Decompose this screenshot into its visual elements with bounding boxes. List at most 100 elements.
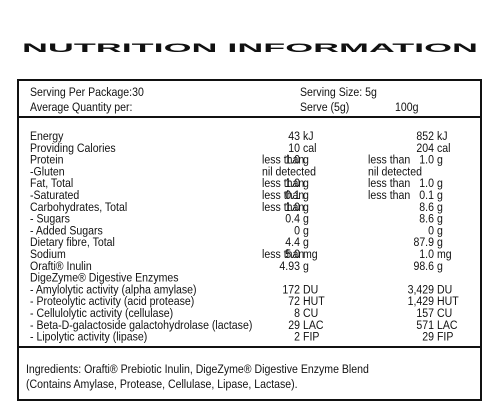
cell-value: 2 <box>294 331 300 344</box>
cell-value: 98.6 <box>413 260 434 273</box>
cell-value: 5.0 <box>285 248 300 261</box>
cell-value: 8.6 <box>419 201 434 214</box>
cell-value: 0 <box>294 225 300 238</box>
ingredients-line: (Contains Amylase, Protease, Cellulase, … <box>26 378 298 391</box>
row-name: Fat, Total <box>30 178 73 191</box>
cell-value: 204 <box>416 142 434 155</box>
cell-unit: g <box>303 260 309 273</box>
cell-value: 4.4 <box>285 237 300 250</box>
cell-unit: g <box>437 178 443 191</box>
cell-unit: g <box>303 201 309 214</box>
serving-size: Serving Size: 5g <box>300 86 377 99</box>
cell-prefix: less than <box>262 154 304 167</box>
cell-value: 1.0 <box>285 178 300 191</box>
cell-value: 8 <box>294 307 300 320</box>
cell-text: nil detected <box>368 166 422 179</box>
cell-value: 1.0 <box>285 154 300 167</box>
row-name: -Gluten <box>30 166 65 179</box>
cell-value: 3,429 <box>408 284 434 297</box>
cell-unit: g <box>437 260 443 273</box>
cell-unit: g <box>437 154 443 167</box>
row-name: Energy <box>30 130 64 143</box>
cell-value: 4.93 <box>279 260 300 273</box>
cell-value: 1.0 <box>419 248 434 261</box>
cell-unit: cal <box>437 142 451 155</box>
cell-prefix: less than <box>368 154 410 167</box>
cell-unit: cal <box>303 142 317 155</box>
cell-value: 29 <box>422 331 434 344</box>
cell-unit: g <box>303 178 309 191</box>
quantity-per: Average Quantity per: <box>30 101 132 114</box>
row-name: - Cellulolytic activity (cellulase) <box>30 307 173 320</box>
cell-value: 0.1 <box>419 189 434 202</box>
cell-unit: g <box>303 225 309 238</box>
cell-prefix: less than <box>368 189 410 202</box>
cell-unit: g <box>303 189 309 202</box>
row-name: -Saturated <box>30 189 79 202</box>
cell-value: 72 <box>288 296 300 309</box>
row-name: Sodium <box>30 248 66 261</box>
cell-value: 157 <box>416 307 434 320</box>
cell-unit: DU <box>437 284 452 297</box>
row-name: - Lipolytic activity (lipase) <box>30 331 148 344</box>
cell-prefix: less than <box>262 201 304 214</box>
cell-unit: kJ <box>437 130 448 143</box>
row-name: - Added Sugars <box>30 225 103 238</box>
cell-unit: g <box>303 237 309 250</box>
row-name: Dietary fibre, Total <box>30 237 115 250</box>
cell-unit: LAC <box>303 319 324 332</box>
cell-value: 1.0 <box>419 154 434 167</box>
cell-value: 87.9 <box>413 237 434 250</box>
row-name: - Proteolytic activity (acid protease) <box>30 296 194 309</box>
cell-unit: g <box>437 189 443 202</box>
cell-unit: HUT <box>437 296 459 309</box>
cell-prefix: less than <box>262 248 304 261</box>
cell-unit: mg <box>303 248 318 261</box>
cell-unit: CU <box>303 307 318 320</box>
row-name: DigeZyme® Digestive Enzymes <box>30 272 179 285</box>
cell-prefix: less than <box>262 178 304 191</box>
cell-value: 10 <box>288 142 300 155</box>
cell-value: 1.0 <box>419 178 434 191</box>
cell-value: 1.0 <box>285 201 300 214</box>
cell-unit: mg <box>437 248 452 261</box>
panel-border <box>17 79 482 401</box>
cell-text: nil detected <box>262 166 316 179</box>
cell-unit: kJ <box>303 130 314 143</box>
cell-value: 172 <box>282 284 300 297</box>
row-name: Orafti® Inulin <box>30 260 92 273</box>
cell-unit: LAC <box>437 319 458 332</box>
row-name: Carbohydrates, Total <box>30 201 127 214</box>
cell-unit: HUT <box>303 296 325 309</box>
cell-unit: CU <box>437 307 452 320</box>
row-name: - Beta-D-galactoside galactohydrolase (l… <box>30 319 253 332</box>
row-name: - Sugars <box>30 213 70 226</box>
cell-unit: g <box>303 154 309 167</box>
cell-value: 43 <box>288 130 300 143</box>
cell-unit: g <box>437 213 443 226</box>
cell-unit: g <box>437 225 443 238</box>
title: NUTRITION INFORMATION <box>22 41 478 55</box>
cell-value: 0.1 <box>285 189 300 202</box>
cell-unit: g <box>437 237 443 250</box>
cell-value: 852 <box>416 130 434 143</box>
cell-unit: FIP <box>437 331 453 344</box>
row-name: Protein <box>30 154 63 167</box>
cell-value: 1,429 <box>408 296 434 309</box>
ingredients-line: Ingredients: Orafti® Prebiotic Inulin, D… <box>26 363 369 376</box>
per100g-column: 100g <box>395 101 418 114</box>
cell-value: 8.6 <box>419 213 434 226</box>
cell-unit: FIP <box>303 331 319 344</box>
cell-unit: g <box>303 213 309 226</box>
serve-column: Serve (5g) <box>300 101 349 114</box>
cell-value: 29 <box>288 319 300 332</box>
serving-per-package: Serving Per Package:30 <box>30 86 144 99</box>
cell-value: 0.4 <box>285 213 300 226</box>
row-name: - Amylolytic activity (alpha amylase) <box>30 284 197 297</box>
cell-prefix: less than <box>368 178 410 191</box>
row-name: Providing Calories <box>30 142 116 155</box>
cell-value: 571 <box>416 319 434 332</box>
cell-unit: DU <box>303 284 318 297</box>
